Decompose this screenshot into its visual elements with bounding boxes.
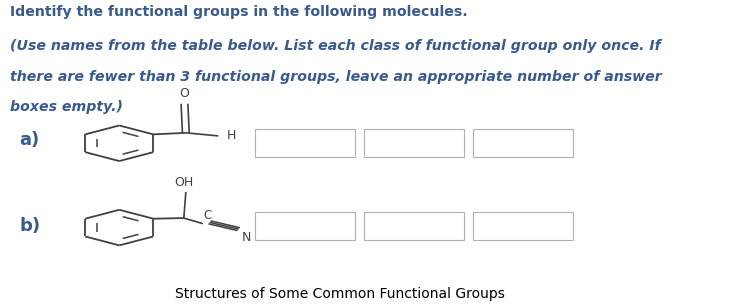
Text: OH: OH (174, 176, 194, 189)
Bar (473, 212, 573, 240)
Bar (364, 129, 464, 157)
Text: H: H (226, 129, 236, 142)
Bar (364, 212, 464, 240)
Bar (255, 212, 355, 240)
Text: Identify the functional groups in the following molecules.: Identify the functional groups in the fo… (10, 5, 467, 19)
Bar (255, 129, 355, 157)
Text: b): b) (20, 217, 41, 235)
Text: (Use names from the table below. List each class of functional group only once. : (Use names from the table below. List ea… (10, 39, 661, 53)
Text: there are fewer than 3 functional groups, leave an appropriate number of answer: there are fewer than 3 functional groups… (10, 70, 661, 84)
Text: C: C (204, 209, 212, 222)
Text: a): a) (20, 131, 40, 149)
Text: N: N (242, 231, 251, 244)
Bar (473, 129, 573, 157)
Text: boxes empty.): boxes empty.) (10, 100, 122, 114)
Text: O: O (179, 87, 189, 100)
Text: Structures of Some Common Functional Groups: Structures of Some Common Functional Gro… (175, 287, 504, 301)
